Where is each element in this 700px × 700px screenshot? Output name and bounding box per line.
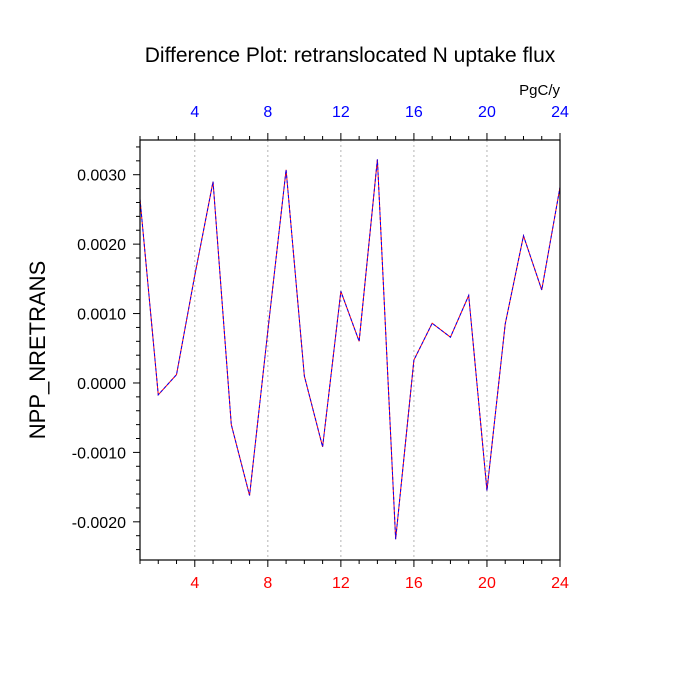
x-tick-label-bottom: 4 <box>190 575 199 592</box>
x-tick-label-bottom: 24 <box>551 575 569 592</box>
x-tick-label-top: 20 <box>478 104 496 121</box>
x-tick-label-top: 4 <box>190 104 199 121</box>
x-tick-label-bottom: 16 <box>405 575 423 592</box>
series-line-red <box>139 159 561 540</box>
label-layer: 4 4 8 8 12 12 16 16 20 20 24 24 -0.0020 -0.0010 0.0000… <box>72 104 569 592</box>
y-tick-label: 0.0020 <box>77 237 126 254</box>
y-tick-label: 0.0000 <box>77 376 126 393</box>
x-tick-label-top: 12 <box>332 104 350 121</box>
x-tick-label-bottom: 8 <box>263 575 272 592</box>
x-tick-label-bottom: 20 <box>478 575 496 592</box>
x-tick-label-top: 24 <box>551 104 569 121</box>
x-tick-label-top: 8 <box>263 104 272 121</box>
plot-frame <box>139 139 561 561</box>
y-tick-label: 0.0030 <box>77 168 126 185</box>
x-tick-label-top: 16 <box>405 104 423 121</box>
y-tick-label: 0.0010 <box>77 307 126 324</box>
tick-layer <box>133 133 561 567</box>
units-label: PgC/y <box>519 82 560 99</box>
y-tick-label: -0.0020 <box>72 515 126 532</box>
y-axis-label: NPP_NRETRANS <box>25 261 50 439</box>
series-line-blue <box>139 159 561 540</box>
chart-title: Difference Plot: retranslocated N uptake… <box>145 44 556 67</box>
series-layer <box>139 159 561 540</box>
grid-layer <box>194 140 488 560</box>
y-tick-label: -0.0010 <box>72 445 126 462</box>
x-tick-label-bottom: 12 <box>332 575 350 592</box>
